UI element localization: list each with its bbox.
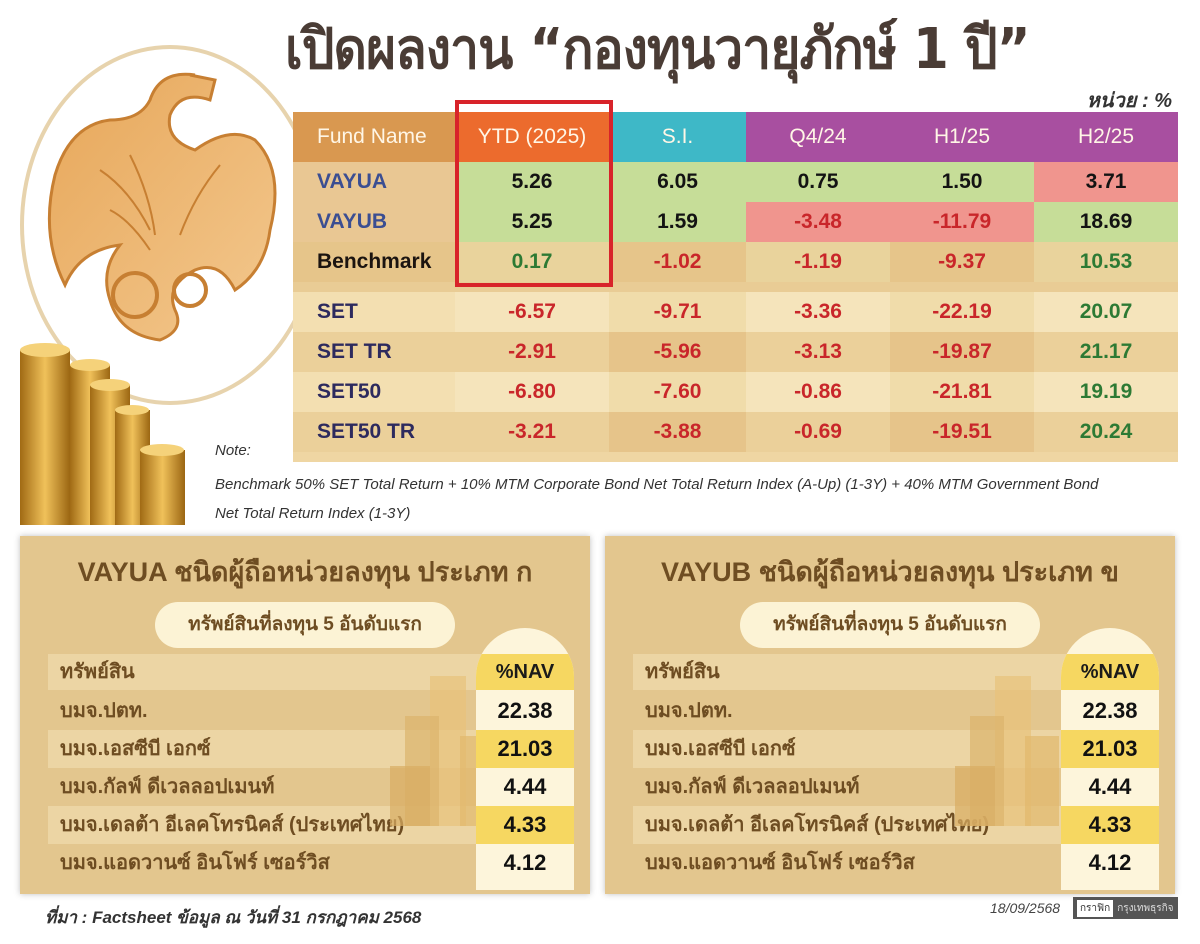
nav-value: 4.12 <box>1088 850 1132 875</box>
table-cell: -3.48 <box>746 202 890 242</box>
nav-value: 4.44 <box>1088 774 1132 799</box>
panel-title: VAYUA ชนิดผู้ถือหน่วยลงทุน ประเภท ก <box>77 557 533 587</box>
nav-column-header: %NAV <box>1061 654 1159 690</box>
row-label: VAYUB <box>293 202 455 242</box>
table-row: SET50 TR -3.21 -3.88 -0.69 -19.51 20.24 <box>293 412 1178 452</box>
table-cell: -2.91 <box>455 332 609 372</box>
holding-row: บมจ.กัลฟ์ ดีเวลลอปเมนท์ <box>645 776 860 798</box>
table-cell: -5.96 <box>609 332 746 372</box>
panel-subtitle-pill: ทรัพย์สินที่ลงทุน 5 อันดับแรก <box>740 602 1040 648</box>
table-cell: -6.80 <box>455 372 609 412</box>
holdings-panel-vayub: VAYUB ชนิดผู้ถือหน่วยลงทุน ประเภท ข ทรัพ… <box>605 536 1175 894</box>
table-row: Benchmark 0.17 -1.02 -1.19 -9.37 10.53 <box>293 242 1178 282</box>
table-header-row: Fund Name YTD (2025) S.I. Q4/24 H1/25 H2… <box>293 112 1178 162</box>
table-cell: -19.51 <box>890 412 1034 452</box>
row-label: VAYUA <box>293 162 455 202</box>
table-cell: 18.69 <box>1034 202 1178 242</box>
row-label: SET TR <box>293 332 455 372</box>
gold-coins-icon <box>20 343 185 525</box>
table-spacer <box>293 452 1178 462</box>
row-label: Benchmark <box>293 242 455 282</box>
table-cell: 6.05 <box>609 162 746 202</box>
asset-column-header: ทรัพย์สิน <box>48 654 496 690</box>
table-cell: 19.19 <box>1034 372 1178 412</box>
gold-coins-icon <box>390 676 494 826</box>
table-cell: -1.19 <box>746 242 890 282</box>
table-cell: 0.17 <box>455 242 609 282</box>
table-cell: -22.19 <box>890 292 1034 332</box>
source-note: ที่มา : Factsheet ข้อมูล ณ วันที่ 31 กรก… <box>45 908 422 927</box>
panel-title: VAYUB ชนิดผู้ถือหน่วยลงทุน ประเภท ข <box>661 557 1119 587</box>
row-label: SET <box>293 292 455 332</box>
nav-value: 4.33 <box>476 806 574 844</box>
table-cell: -1.02 <box>609 242 746 282</box>
publish-date: 18/09/2568 <box>990 900 1061 916</box>
col-header-ytd: YTD (2025) <box>455 112 609 162</box>
table-cell: 20.07 <box>1034 292 1178 332</box>
table-spacer <box>293 282 1178 292</box>
table-cell: -7.60 <box>609 372 746 412</box>
col-header-h2-25: H2/25 <box>1034 112 1178 162</box>
holding-row: บมจ.กัลฟ์ ดีเวลลอปเมนท์ <box>60 776 275 798</box>
table-cell: 3.71 <box>1034 162 1178 202</box>
table-cell: 5.26 <box>455 162 609 202</box>
panel-subtitle-pill: ทรัพย์สินที่ลงทุน 5 อันดับแรก <box>155 602 455 648</box>
table-cell: 1.59 <box>609 202 746 242</box>
nav-value: 21.03 <box>1061 730 1159 768</box>
table-cell: 1.50 <box>890 162 1034 202</box>
brand-name: กรุงเทพธุรกิจ <box>1117 902 1174 914</box>
page-title: เปิดผลงาน “กองทุนวายุภักษ์ 1 ปี” <box>285 17 1031 82</box>
table-row: SET -6.57 -9.71 -3.36 -22.19 20.07 <box>293 292 1178 332</box>
row-label: SET50 TR <box>293 412 455 452</box>
table-row: SET50 -6.80 -7.60 -0.86 -21.81 19.19 <box>293 372 1178 412</box>
holding-row: บมจ.ปตท. <box>60 700 148 722</box>
table-cell: -3.88 <box>609 412 746 452</box>
table-cell: -21.81 <box>890 372 1034 412</box>
nav-column: %NAV 22.38 21.03 4.44 4.33 4.12 <box>1061 628 1159 890</box>
brand-tag: กราฟิก <box>1077 899 1114 917</box>
nav-value: 21.03 <box>476 730 574 768</box>
holding-row: บมจ.แอดวานซ์ อินโฟร์ เซอร์วิส <box>60 852 330 874</box>
table-cell: -19.87 <box>890 332 1034 372</box>
holdings-panel-vayua: VAYUA ชนิดผู้ถือหน่วยลงทุน ประเภท ก ทรัพ… <box>20 536 590 894</box>
table-row: SET TR -2.91 -5.96 -3.13 -19.87 21.17 <box>293 332 1178 372</box>
table-cell: -3.21 <box>455 412 609 452</box>
col-header-si: S.I. <box>609 112 746 162</box>
table-cell: 5.25 <box>455 202 609 242</box>
table-cell: 21.17 <box>1034 332 1178 372</box>
table-cell: -3.36 <box>746 292 890 332</box>
table-cell: -3.13 <box>746 332 890 372</box>
table-cell: -9.71 <box>609 292 746 332</box>
table-cell: -9.37 <box>890 242 1034 282</box>
gold-coins-icon <box>955 676 1059 826</box>
nav-value: 22.38 <box>1082 698 1138 723</box>
holding-row: บมจ.ปตท. <box>645 700 733 722</box>
col-header-h1-25: H1/25 <box>890 112 1034 162</box>
nav-value: 4.33 <box>1061 806 1159 844</box>
performance-table: Fund Name YTD (2025) S.I. Q4/24 H1/25 H2… <box>293 112 1178 462</box>
note-label: Note: <box>215 442 251 459</box>
garuda-bird-icon <box>47 72 277 342</box>
unit-label: หน่วย : % <box>1086 90 1172 112</box>
table-cell: 10.53 <box>1034 242 1178 282</box>
nav-column-header: %NAV <box>476 654 574 690</box>
col-header-q4-24: Q4/24 <box>746 112 890 162</box>
note-text: Benchmark 50% SET Total Return + 10% MTM… <box>215 476 1099 522</box>
brand-logo: กราฟิก กรุงเทพธุรกิจ <box>1073 897 1178 919</box>
table-cell: -0.86 <box>746 372 890 412</box>
nav-value: 22.38 <box>497 698 553 723</box>
table-cell: -6.57 <box>455 292 609 332</box>
table-cell: 0.75 <box>746 162 890 202</box>
table-cell: 20.24 <box>1034 412 1178 452</box>
row-label: SET50 <box>293 372 455 412</box>
table-cell: -11.79 <box>890 202 1034 242</box>
table-row: VAYUB 5.25 1.59 -3.48 -11.79 18.69 <box>293 202 1178 242</box>
nav-value: 4.12 <box>503 850 547 875</box>
col-header-fund-name: Fund Name <box>293 112 455 162</box>
table-row: VAYUA 5.26 6.05 0.75 1.50 3.71 <box>293 162 1178 202</box>
nav-column: %NAV 22.38 21.03 4.44 4.33 4.12 <box>476 628 574 890</box>
table-cell: -0.69 <box>746 412 890 452</box>
holding-row: บมจ.แอดวานซ์ อินโฟร์ เซอร์วิส <box>645 852 915 874</box>
nav-value: 4.44 <box>503 774 547 799</box>
